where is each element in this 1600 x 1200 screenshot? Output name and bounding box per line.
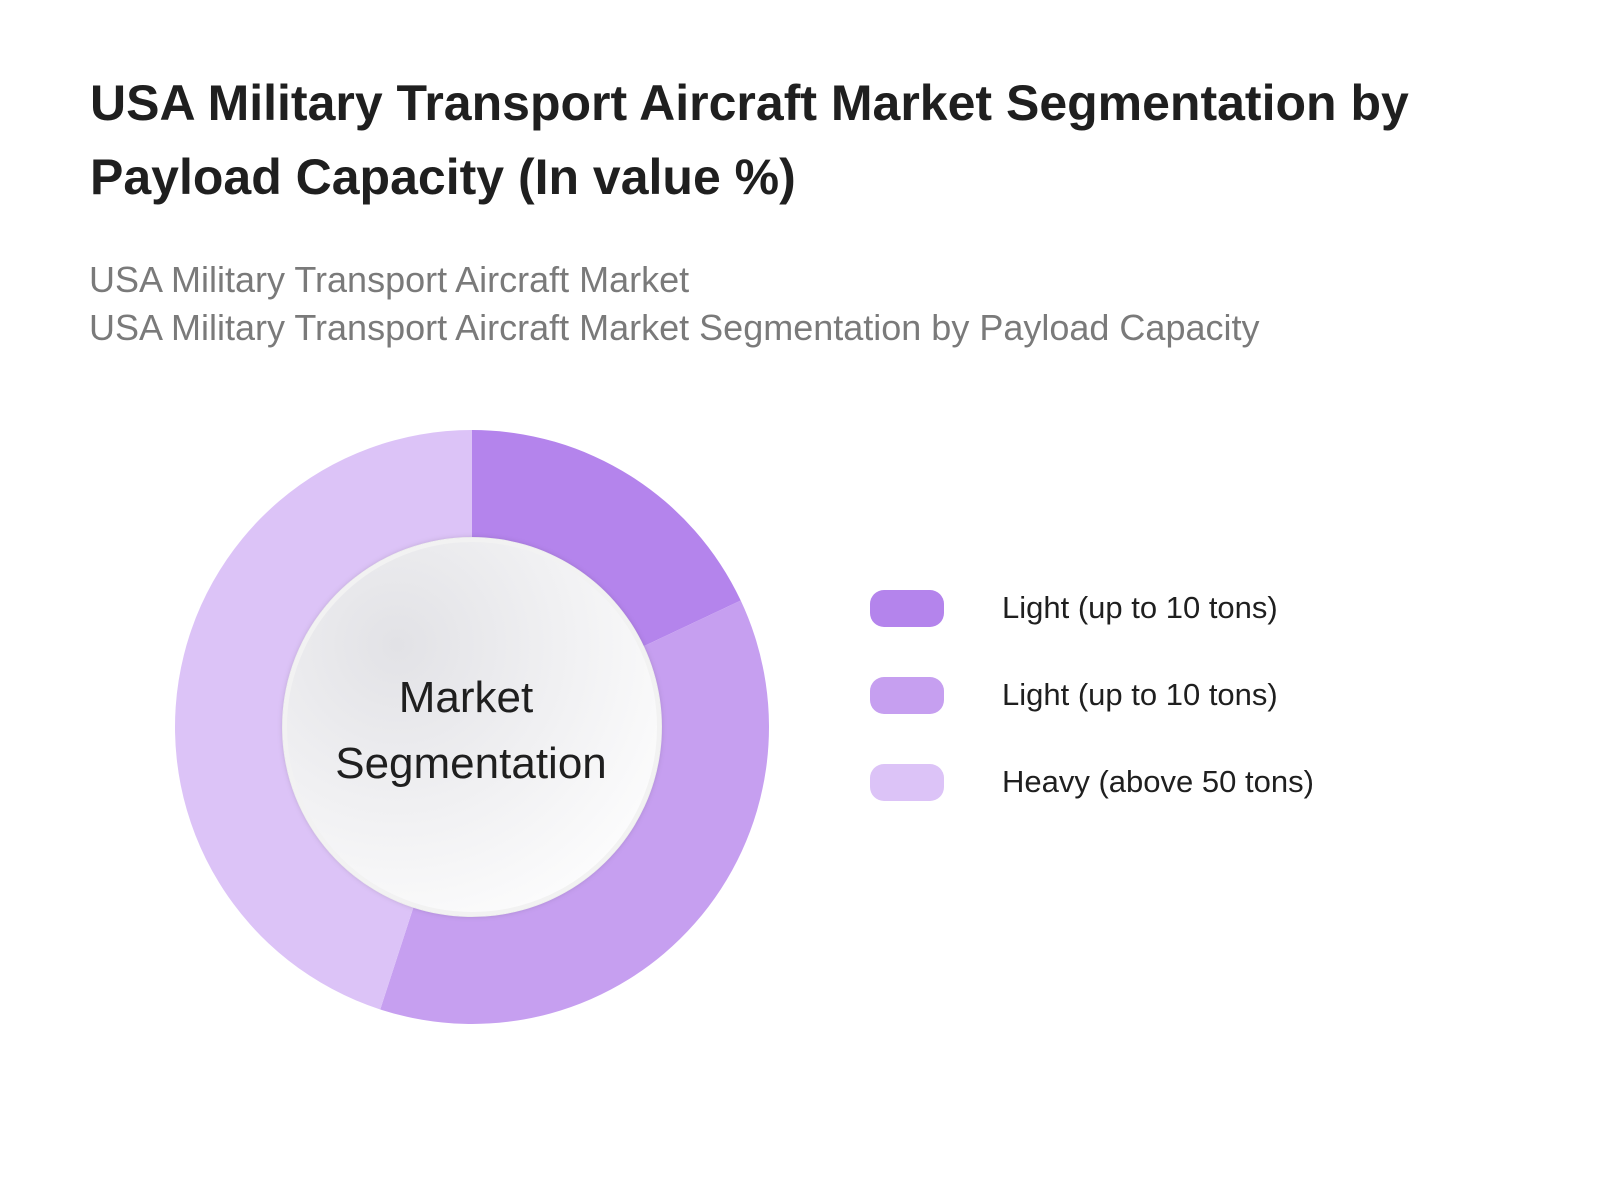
donut-slices [175,430,769,1024]
legend-label: Light (up to 10 tons) [1002,677,1278,712]
chart-title: USA Military Transport Aircraft Market S… [90,75,1409,205]
donut-slice-1 [472,430,741,647]
subtitle-line-1: USA Military Transport Aircraft Market [89,259,690,300]
legend-swatch [870,676,944,714]
chart-subtitle: USA Military Transport Aircraft Market U… [89,256,1509,352]
legend-item-1: Light (up to 10 tons) [870,588,1570,628]
legend-label: Light (up to 10 tons) [1002,590,1278,625]
donut-center-disc [283,538,661,916]
legend-item-3: Heavy (above 50 tons) [870,762,1570,802]
center-label-line-1: Market [399,673,533,722]
chart-legend: Light (up to 10 tons) Light (up to 10 ton… [870,588,1570,849]
legend-swatch [870,589,944,627]
legend-swatch [870,763,944,801]
donut-slice-2 [380,600,769,1024]
center-label-line-2: Segmentation [335,739,607,788]
legend-label: Heavy (above 50 tons) [1002,764,1314,799]
legend-item-2: Light (up to 10 tons) [870,675,1570,715]
subtitle-line-2: USA Military Transport Aircraft Market S… [89,307,1260,348]
donut-slice-3 [175,430,472,1010]
